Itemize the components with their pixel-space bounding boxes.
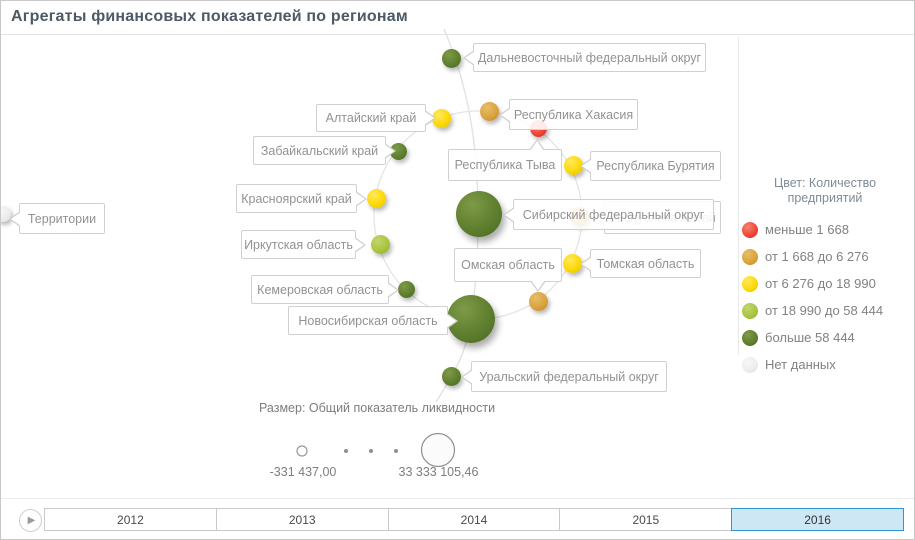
legend-color-dot (742, 302, 758, 319)
region-label-text: Красноярский край (241, 191, 352, 206)
legend-divider (738, 37, 739, 355)
size-legend-scale (296, 432, 456, 467)
label-irkutskaya[interactable]: Иркутская область (241, 230, 366, 259)
timeline: 2012 2013 2014 2015 2016 (44, 508, 904, 531)
label-kemerovskaya[interactable]: Кемеровская область (251, 275, 399, 304)
region-label-text: Забайкальский край (260, 143, 379, 158)
bubble-dfo[interactable] (441, 48, 461, 68)
region-label-text: Омская область (461, 258, 555, 272)
page-title: Агрегаты финансовых показателей по регио… (11, 8, 408, 25)
region-label-text: Томская область (596, 256, 695, 271)
label-khakasia[interactable]: Республика Хакасия (499, 99, 638, 130)
legend-color-dot (742, 329, 758, 346)
color-legend: Цвет: Количество предприятий меньше 1 66… (741, 176, 909, 378)
legend-color-dot (742, 275, 758, 292)
bubble-irkutskaya[interactable] (370, 234, 390, 254)
timeline-year-2015[interactable]: 2015 (559, 508, 733, 531)
timeline-year-2013[interactable]: 2013 (215, 508, 389, 531)
bubble-omskaya[interactable] (528, 291, 548, 311)
label-omskaya[interactable]: Омская область (454, 248, 562, 292)
region-label-text: Территории (27, 211, 97, 226)
label-sfo[interactable]: Сибирский федеральный округ (503, 199, 714, 230)
region-label-text: Республика Бурятия (596, 159, 715, 173)
color-legend-item[interactable]: от 18 990 до 58 444 (741, 297, 909, 324)
size-legend-max: 33 333 105,46 (398, 465, 479, 479)
legend-color-dot (742, 356, 758, 373)
legend-item-label: от 6 276 до 18 990 (765, 276, 876, 291)
region-label-text: Республика Хакасия (513, 107, 634, 122)
legend-item-label: от 1 668 до 6 276 (765, 249, 869, 264)
color-legend-item[interactable]: меньше 1 668 (741, 216, 909, 243)
color-legend-item[interactable]: от 6 276 до 18 990 (741, 270, 909, 297)
region-label-text: Новосибирская область (298, 313, 438, 328)
color-legend-item[interactable]: больше 58 444 (741, 324, 909, 351)
region-label-text: Республика Тыва (454, 158, 556, 172)
size-legend-title: Размер: Общий показатель ликвидности (259, 401, 496, 415)
label-buryatia[interactable]: Республика Бурятия (580, 151, 721, 181)
region-label-text: Дальневосточный федеральный округ (477, 50, 702, 65)
bubble-altayskiy-kray[interactable] (431, 108, 451, 128)
timeline-year-2012[interactable]: 2012 (44, 508, 217, 531)
label-zabaykalskiy[interactable]: Забайкальский край (253, 136, 396, 165)
legend-item-label: Нет данных (765, 357, 836, 372)
bubble-territorii[interactable] (1, 206, 11, 222)
title-bar: Агрегаты финансовых показателей по регио… (1, 1, 914, 35)
legend-color-dot (742, 221, 758, 238)
bubble-buryatia[interactable] (563, 155, 583, 175)
bubble-krasnoyarskiy[interactable] (366, 188, 386, 208)
legend-item-label: от 18 990 до 58 444 (765, 303, 884, 318)
timeline-year-2014[interactable]: 2014 (387, 508, 561, 531)
bubble-tomskaya[interactable] (562, 253, 582, 273)
label-dfo[interactable]: Дальневосточный федеральный округ (463, 43, 706, 72)
label-tomskaya[interactable]: Томская область (580, 249, 701, 278)
color-legend-items: меньше 1 668 от 1 668 до 6 276 от 6 276 до… (741, 216, 909, 378)
label-novosibirskaya[interactable]: Новосибирская область (288, 306, 458, 335)
bubble-sfo[interactable] (456, 191, 502, 237)
timeline-year-2016[interactable]: 2016 (731, 508, 904, 531)
region-label-text: Иркутская область (244, 237, 353, 252)
color-legend-item[interactable]: от 1 668 до 6 276 (741, 243, 909, 270)
region-label-text: Сибирский федеральный округ (522, 207, 705, 222)
color-legend-title: Цвет: Количество предприятий (773, 176, 877, 205)
region-label-text: Алтайский край (325, 111, 417, 125)
label-tyva[interactable]: Республика Тыва (448, 139, 562, 181)
bubble-ufo[interactable] (441, 366, 461, 386)
region-label-text: Кемеровская область (257, 282, 383, 297)
play-button[interactable]: ▶ (19, 509, 42, 532)
legend-item-label: меньше 1 668 (765, 222, 849, 237)
chart-canvas: Территории Дальневосточный федеральный ок… (1, 28, 914, 539)
bubble-khakasia[interactable] (479, 101, 499, 121)
label-krasnoyarskiy[interactable]: Красноярский край (236, 184, 367, 213)
bubble-kemerovskaya[interactable] (397, 280, 415, 298)
legend-color-dot (742, 248, 758, 265)
label-territorii[interactable]: Территории (9, 203, 105, 234)
region-label-text: Уральский федеральный округ (479, 369, 659, 384)
play-icon: ▶ (27, 514, 36, 526)
legend-item-label: больше 58 444 (765, 330, 855, 345)
color-legend-item[interactable]: Нет данных (741, 351, 909, 378)
label-ufo[interactable]: Уральский федеральный округ (461, 361, 667, 392)
label-altayskiy-kray[interactable]: Алтайский край (316, 104, 436, 132)
timeline-separator (1, 498, 914, 499)
size-legend-min: -331 437,00 (269, 465, 337, 479)
